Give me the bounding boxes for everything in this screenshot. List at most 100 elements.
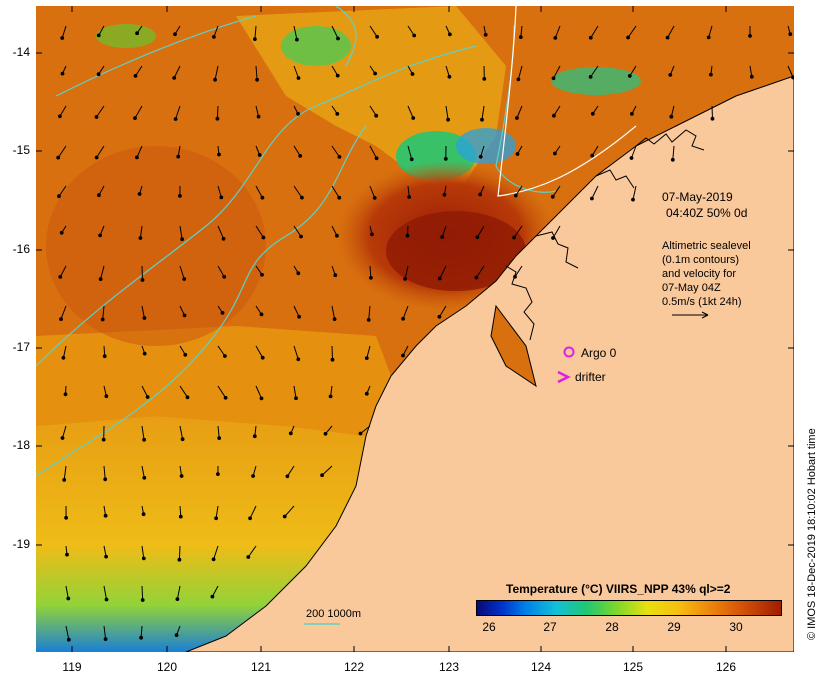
lon-label: 123 <box>438 660 460 674</box>
graticule-ticks <box>36 6 794 652</box>
velocity-arrowhead <box>98 233 102 238</box>
velocity-arrow <box>63 465 67 480</box>
velocity-arrowhead <box>66 596 71 601</box>
velocity-arrowhead <box>748 34 752 38</box>
velocity-arrowhead <box>791 75 794 80</box>
velocity-arrow <box>179 425 184 440</box>
velocity-arrowhead <box>174 633 179 637</box>
drifter-marker <box>557 370 571 384</box>
velocity-arrow <box>369 105 377 116</box>
velocity-arrowhead <box>401 353 405 358</box>
velocity-arrowhead <box>366 318 371 322</box>
velocity-arrowhead <box>259 312 264 317</box>
velocity-arrowhead <box>221 236 226 241</box>
velocity-arrow <box>553 105 561 116</box>
velocity-arrow <box>213 25 219 38</box>
lon-label: 125 <box>622 660 644 674</box>
velocity-arrowhead <box>553 36 558 40</box>
velocity-arrowhead <box>626 35 630 40</box>
velocity-arrow <box>293 65 299 79</box>
colorbar-tick: 29 <box>667 620 681 634</box>
coastline-detail <box>505 129 705 341</box>
velocity-arrow <box>255 65 258 80</box>
velocity-arrow <box>590 25 599 39</box>
velocity-arrowhead <box>60 71 65 76</box>
velocity-arrowhead <box>59 230 64 235</box>
velocity-arrow <box>247 545 257 558</box>
velocity-arrow <box>369 25 378 38</box>
velocity-arrowhead <box>483 32 488 37</box>
velocity-arrowhead <box>297 314 302 319</box>
sst-map[interactable]: 07-May-2019 04:40Z 50% 0d Altimetric sea… <box>36 6 794 652</box>
velocity-arrowhead <box>58 275 63 279</box>
velocity-arrow <box>141 465 145 478</box>
velocity-arrowhead <box>446 117 451 122</box>
velocity-arrowhead <box>448 32 452 37</box>
velocity-arrowhead <box>248 516 253 521</box>
velocity-arrow <box>103 625 107 640</box>
depth-contour <box>497 6 637 197</box>
velocity-arrow <box>515 185 523 196</box>
velocity-arrow <box>179 225 183 240</box>
velocity-arrowhead <box>412 33 417 38</box>
velocity-scale-arrowhead <box>701 311 709 319</box>
velocity-arrowhead <box>358 431 363 436</box>
velocity-arrow <box>590 65 599 78</box>
velocity-arrowhead <box>259 396 264 401</box>
velocity-arrow <box>514 265 523 278</box>
lon-label: 119 <box>62 660 82 674</box>
velocity-arrowhead <box>320 473 325 478</box>
temperature-colorbar <box>476 600 782 616</box>
velocity-arrow <box>135 65 143 77</box>
velocity-arrowhead <box>335 73 340 78</box>
velocity-arrowhead <box>552 113 556 118</box>
velocity-arrow <box>286 465 295 477</box>
velocity-arrow <box>293 345 299 360</box>
velocity-arrowhead <box>213 77 218 82</box>
info-altimetric-2: (0.1m contours) <box>662 254 740 266</box>
velocity-arrow <box>96 145 105 158</box>
velocity-arrow <box>672 145 675 160</box>
velocity-arrow <box>321 465 333 476</box>
velocity-arrowhead <box>62 478 67 482</box>
velocity-arrowhead <box>411 116 416 120</box>
velocity-arrow <box>179 265 185 280</box>
velocity-arrow <box>141 385 149 398</box>
velocity-arrow <box>368 305 371 320</box>
velocity-arrowhead <box>300 195 304 200</box>
velocity-arrowhead <box>515 116 519 120</box>
contour-line <box>335 6 357 67</box>
velocity-arrowhead <box>104 394 109 399</box>
velocity-arrowhead <box>590 196 594 201</box>
velocity-arrowhead <box>749 74 754 79</box>
peninsula <box>490 304 537 388</box>
velocity-arrowhead <box>260 195 265 200</box>
velocity-arrowhead <box>710 116 715 121</box>
colorbar-tick: 26 <box>482 620 496 634</box>
velocity-arrowhead <box>333 273 338 278</box>
velocity-arrow <box>249 505 257 519</box>
depth-contour-label: 200 1000m <box>306 608 362 620</box>
contour-line <box>36 125 367 477</box>
velocity-arrowhead <box>670 157 675 162</box>
velocity-arrowhead <box>94 155 99 160</box>
velocity-arrowhead <box>442 192 447 197</box>
velocity-arrowhead <box>298 154 303 158</box>
velocity-arrow <box>96 105 105 118</box>
velocity-arrowhead <box>135 31 139 36</box>
velocity-arrowhead <box>256 114 261 119</box>
velocity-arrowhead <box>299 234 303 239</box>
velocity-arrowhead <box>222 274 227 279</box>
southern-water <box>36 416 366 652</box>
velocity-arrowhead <box>96 33 101 38</box>
velocity-arrow <box>591 185 599 199</box>
velocity-arrow <box>475 265 485 278</box>
lat-label: -16 <box>12 242 30 256</box>
velocity-arrowhead <box>214 516 219 521</box>
velocity-arrow <box>62 345 67 358</box>
velocity-arrowhead <box>296 111 300 116</box>
velocity-arrowhead <box>251 474 256 478</box>
velocity-arrowhead <box>295 37 299 42</box>
velocity-arrow <box>60 305 67 320</box>
velocity-arrowhead <box>551 236 555 240</box>
